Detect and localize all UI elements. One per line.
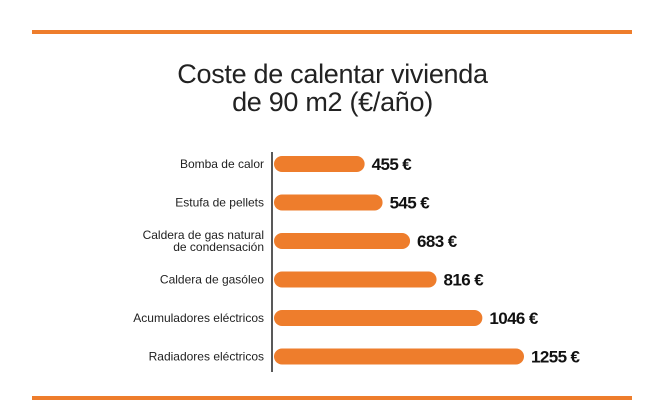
category-label-0: Bomba de calor <box>180 157 264 171</box>
value-label-4: 1046 € <box>489 309 539 328</box>
value-label-1: 545 € <box>390 194 431 213</box>
category-label-1: Estufa de pellets <box>175 196 264 210</box>
category-label-2-line-1: de condensación <box>173 240 264 254</box>
chart-title-line-1: Coste de calentar vivienda <box>177 59 488 89</box>
top-rule <box>32 30 632 34</box>
value-label-2: 683 € <box>417 232 458 251</box>
bar-5 <box>274 348 524 365</box>
value-label-0: 455 € <box>372 155 413 174</box>
category-label-5: Radiadores eléctricos <box>149 350 264 364</box>
category-label-4: Acumuladores eléctricos <box>133 311 264 325</box>
bar-3 <box>274 271 437 288</box>
value-label-3: 816 € <box>444 271 485 290</box>
bar-2 <box>274 233 411 249</box>
bar-1 <box>274 194 383 211</box>
category-label-3: Caldera de gasóleo <box>160 273 264 287</box>
category-label-2-line-0: Caldera de gas natural <box>143 228 264 242</box>
chart-title-line-2: de 90 m2 (€/año) <box>232 87 433 117</box>
bar-4 <box>274 310 483 326</box>
bottom-rule <box>32 396 632 400</box>
chart-title: Coste de calentar vivienda de 90 m2 (€/a… <box>0 60 665 116</box>
bar-0 <box>274 156 365 172</box>
value-label-5: 1255 € <box>531 348 581 367</box>
